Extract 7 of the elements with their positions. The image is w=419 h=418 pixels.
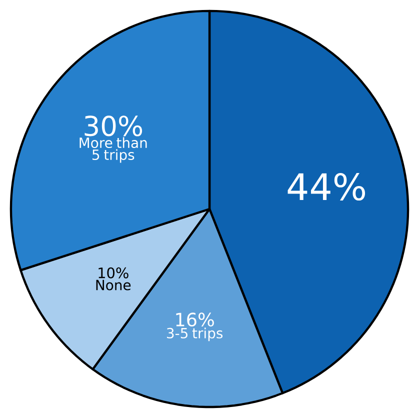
data-label: 10% <box>98 267 128 278</box>
slice-label: 3-5 trips <box>166 328 223 342</box>
slice-label: None <box>96 280 131 290</box>
data-label: 30% <box>84 116 142 136</box>
data-label: 44% <box>288 172 366 201</box>
data-label: 16% <box>176 312 214 327</box>
slice-label: More than 5 trips <box>80 137 147 163</box>
